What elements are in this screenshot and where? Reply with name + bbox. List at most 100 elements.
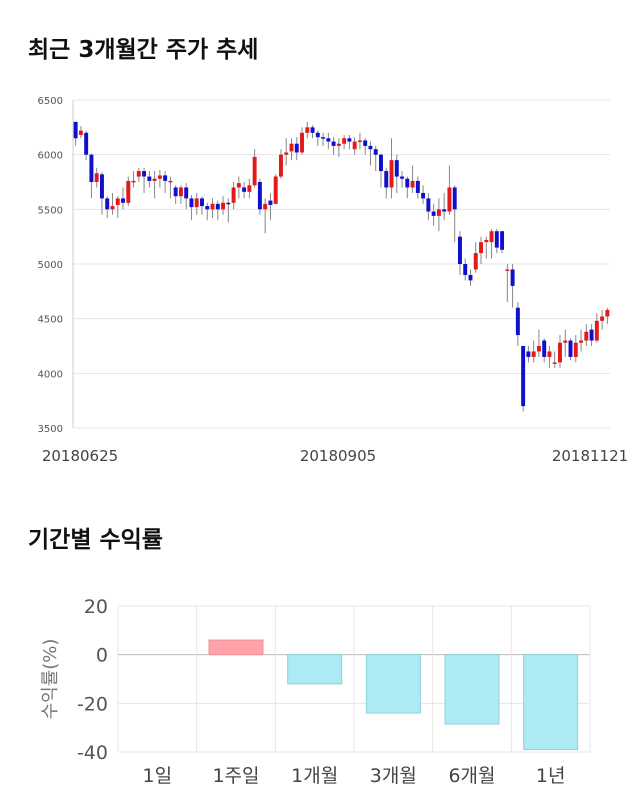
candle-body <box>78 130 83 135</box>
return-tick-label: 20 <box>84 596 108 618</box>
period-label: 1주일 <box>212 765 259 787</box>
candle-body <box>347 138 352 142</box>
candle-body <box>215 203 220 210</box>
candle-body <box>336 143 341 146</box>
period-label: 1년 <box>536 765 566 787</box>
return-bar <box>287 654 343 685</box>
candle-body <box>273 176 278 204</box>
candle-body <box>105 198 110 210</box>
candle-body <box>594 320 599 341</box>
period-return-title: 기간별 수익률 <box>28 527 163 553</box>
period-label: 1일 <box>143 765 173 787</box>
candle-body <box>573 342 578 357</box>
candle-body <box>126 180 131 203</box>
stock-candlestick-chart: 3500 4000 4500 5000 5500 6000 6500 20180625 2018… <box>38 96 629 465</box>
candle-body <box>147 176 152 181</box>
candle-body <box>236 183 241 188</box>
candle-body <box>131 180 136 183</box>
candle-body <box>184 187 189 199</box>
candle-body <box>300 132 304 153</box>
candle-body <box>221 202 226 210</box>
candle-body <box>200 198 204 207</box>
return-bar <box>365 654 421 714</box>
candle-body <box>152 178 157 181</box>
candle-body <box>552 362 557 364</box>
candle-body <box>373 149 378 155</box>
price-tick-label: 4500 <box>38 315 63 326</box>
candle-body <box>278 154 283 177</box>
candle-body <box>289 143 294 152</box>
return-bar <box>208 639 264 656</box>
candle-body <box>584 331 589 341</box>
candle-body <box>400 176 405 179</box>
candle-body <box>205 206 210 210</box>
candle-body <box>357 140 362 142</box>
candle-body <box>452 187 457 210</box>
y-axis-label: 수익률(%) <box>40 639 61 720</box>
candle-body <box>194 198 199 208</box>
price-tick-label: 5000 <box>38 260 63 271</box>
candle-body <box>268 200 273 205</box>
price-tick-label: 6000 <box>38 151 63 162</box>
candle-body <box>89 154 94 182</box>
candle-body <box>247 185 252 192</box>
candle-body <box>410 180 415 188</box>
candle-body <box>389 160 394 188</box>
candle-body <box>136 171 141 177</box>
candle-body <box>494 231 499 248</box>
candle-body <box>473 253 478 270</box>
period-label: 3개월 <box>370 765 417 787</box>
candle-body <box>463 264 468 275</box>
date-tick-label: 20180625 <box>42 447 118 465</box>
candle-body <box>321 137 326 139</box>
candle-body <box>531 351 536 357</box>
candle-body <box>558 342 562 363</box>
candle-body <box>589 329 594 341</box>
candle-body <box>252 156 257 186</box>
candle-body <box>242 187 247 192</box>
candle-body <box>189 198 194 208</box>
candle-body <box>600 316 605 321</box>
candle-body <box>257 182 262 210</box>
candle-body <box>284 152 289 155</box>
return-tick-label: -40 <box>77 742 108 764</box>
candle-body <box>468 274 473 281</box>
return-tick-label: -20 <box>77 693 108 715</box>
period-label: 6개월 <box>448 765 495 787</box>
price-tick-label: 5500 <box>38 205 63 216</box>
candle-body <box>479 242 483 254</box>
candle-body <box>384 171 389 188</box>
candle-body <box>157 175 162 179</box>
candle-body <box>115 198 120 205</box>
date-tick-label: 20180905 <box>300 447 376 465</box>
candle-body <box>526 351 531 357</box>
date-tick-label: 20181121 <box>552 447 628 465</box>
candle-body <box>442 209 447 212</box>
candle-body <box>84 132 89 155</box>
stock-trend-title: 최근 3개월간 주가 추세 <box>28 37 259 63</box>
return-bar <box>444 654 500 725</box>
candle-body <box>505 269 510 271</box>
candle-body <box>315 132 320 138</box>
candle-body <box>447 187 452 212</box>
candle-body <box>142 171 147 177</box>
candle-body <box>99 174 104 199</box>
period-label: 1개월 <box>291 765 338 787</box>
candle-body <box>521 346 526 407</box>
price-tick-label: 6500 <box>38 96 63 107</box>
candle-body <box>331 141 336 146</box>
candle-body <box>415 180 420 193</box>
candle-body <box>168 180 173 183</box>
price-tick-label: 3500 <box>38 424 63 435</box>
candle-body <box>436 209 441 216</box>
candle-body <box>431 211 436 216</box>
candle-body <box>605 309 610 317</box>
candle-body <box>542 340 547 357</box>
candle-body <box>426 198 431 212</box>
candle-body <box>73 121 78 139</box>
candle-body <box>110 206 115 210</box>
candle-body <box>310 127 315 133</box>
return-bar <box>523 654 579 751</box>
candle-body <box>305 127 310 133</box>
